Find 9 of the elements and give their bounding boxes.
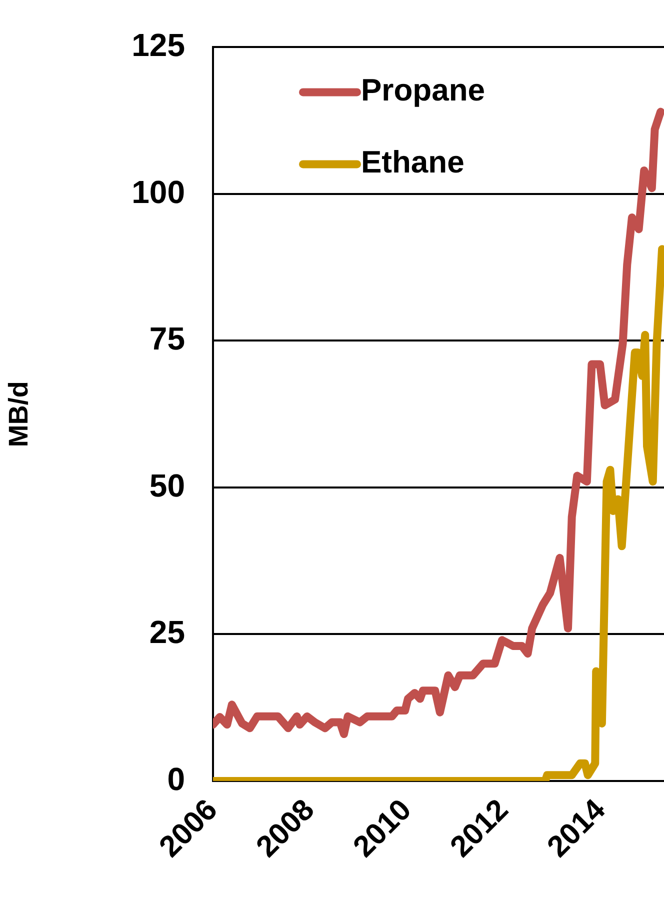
y-axis-title: MB/d bbox=[4, 381, 34, 448]
y-tick-label: 0 bbox=[167, 760, 185, 797]
legend-label: Ethane bbox=[361, 144, 464, 180]
y-tick-label: 50 bbox=[149, 467, 185, 504]
legend-label: Propane bbox=[361, 72, 486, 108]
y-tick-label: 75 bbox=[149, 320, 185, 357]
y-tick-label: 100 bbox=[132, 174, 185, 210]
y-tick-label: 125 bbox=[132, 27, 185, 64]
y-tick-label: 25 bbox=[149, 614, 185, 650]
